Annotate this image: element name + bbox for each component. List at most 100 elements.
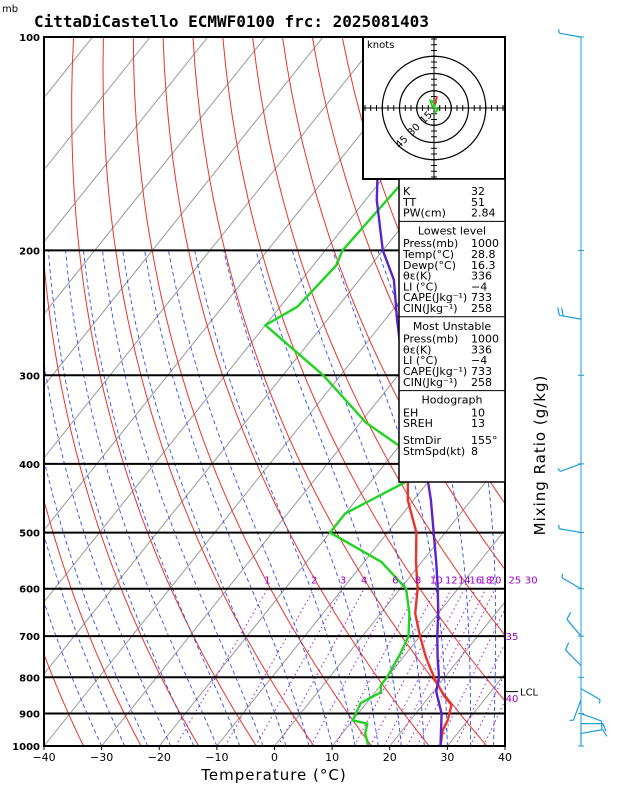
mixing-ratio-label: 6 <box>392 576 398 587</box>
stability-index-value: 2.84 <box>471 207 496 220</box>
lowest-level-title: Lowest level <box>418 224 486 237</box>
x-tick-label: 40 <box>498 751 512 764</box>
isotherm-line <box>331 529 505 746</box>
isotherm-line <box>44 37 151 171</box>
mixing-ratio-line <box>469 672 505 746</box>
mixing-ratio-line <box>483 699 505 746</box>
mixing-ratio-axis-label: Mixing Ratio (g/kg) <box>531 375 549 536</box>
dry-adiabat-line <box>44 652 84 746</box>
hodograph-ring <box>381 55 487 161</box>
isotherm-line <box>389 601 505 746</box>
hodograph-index-value: 10 <box>471 406 485 419</box>
index-table-frame <box>398 178 506 483</box>
mixing-ratio-label: 8 <box>415 576 421 587</box>
dry-adiabat-line <box>71 37 257 746</box>
dry-adiabat-line <box>252 37 505 637</box>
wind-barb <box>580 729 603 735</box>
wind-barb <box>559 314 582 320</box>
wind-barb <box>580 688 601 701</box>
y-tick-label: 100 <box>19 33 40 44</box>
lowest-level-key: Press(mb) <box>403 237 458 250</box>
mixing-ratio-label: 20 <box>489 576 502 587</box>
isotherm-line <box>101 240 505 746</box>
hodograph-unit-label: knots <box>367 40 394 51</box>
moist-adiabat-line <box>255 250 402 746</box>
y-tick-label: 1000 <box>12 742 40 753</box>
hodograph-index-value: 13 <box>471 417 485 430</box>
moist-adiabat-line <box>291 250 425 746</box>
most-unstable-value: 258 <box>471 376 492 389</box>
mixing-ratio-label: 25 <box>508 576 521 587</box>
hodograph-index-key: EH <box>403 406 418 419</box>
dewpoint-curve <box>264 37 498 746</box>
mixing-ratio-label: 18 <box>480 576 493 587</box>
dry-adiabat-line <box>282 37 505 571</box>
most-unstable-key: CIN(Jkg⁻¹) <box>403 376 458 389</box>
background-grid <box>44 37 618 746</box>
most-unstable-key: Press(mb) <box>403 333 458 346</box>
most-unstable-title: Most Unstable <box>413 320 492 333</box>
mixing-ratio-label: 14 <box>458 576 471 587</box>
x-tick-label: −40 <box>32 751 55 764</box>
x-tick-label: 0 <box>271 751 278 764</box>
stability-index-value: 51 <box>471 196 485 209</box>
hodograph-index-key: StmDir <box>403 434 442 447</box>
lowest-level-key: CAPE(Jkg⁻¹) <box>403 291 467 304</box>
x-tick-label: −30 <box>90 751 113 764</box>
x-axis-label: Temperature (°C) <box>200 766 346 784</box>
hodograph-index-title: Hodograph <box>422 394 483 407</box>
stability-index-value: 32 <box>471 185 485 198</box>
wind-barb-feather <box>557 524 560 529</box>
wind-barb <box>580 712 602 722</box>
wind-barb-feather <box>561 308 564 317</box>
y-tick-label: 900 <box>19 710 40 721</box>
mixing-ratio-line <box>310 588 396 746</box>
moist-adiabat-line <box>122 250 287 746</box>
wind-barb-feather <box>557 307 560 316</box>
dry-adiabat-line <box>102 37 315 746</box>
parcel-curve <box>375 79 443 746</box>
wind-barb-feather <box>566 612 572 620</box>
dry-adiabat-line <box>611 37 618 746</box>
dry-adiabat-line <box>44 498 142 746</box>
isotherm-line <box>44 168 505 746</box>
lowest-level-key: Temp(°C) <box>402 248 454 261</box>
dry-adiabat-line <box>44 37 200 746</box>
axes: −40 −30 −20 −10 0 10 20 30 40 100 200 300 400 500 600 7… <box>12 33 518 764</box>
wind-barb <box>572 699 582 721</box>
most-unstable-key: LI (°C) <box>403 354 438 367</box>
lowest-level-value: −4 <box>471 280 487 293</box>
mixing-ratio-label: 35 <box>506 632 519 643</box>
x-tick-label: −20 <box>148 751 171 764</box>
mixing-ratio-label: 2 <box>311 576 317 587</box>
mixing-ratio-label: 12 <box>445 576 458 587</box>
moist-adiabat-line <box>223 250 379 746</box>
wind-barb <box>559 528 582 534</box>
hodograph-ring <box>416 90 452 126</box>
x-tick-label: 10 <box>325 751 339 764</box>
lowest-level-value: 28.8 <box>471 248 496 261</box>
mixing-ratio-label: 10 <box>430 576 443 587</box>
lcl-label: LCL <box>520 688 539 699</box>
isotherm-line <box>44 37 266 315</box>
mixing-ratio-line <box>437 607 505 746</box>
isotherm-line <box>504 745 505 746</box>
mixing-ratio-line <box>334 588 419 746</box>
lowest-level-value: 336 <box>471 270 492 283</box>
dry-adiabat-line <box>162 37 430 746</box>
dry-adiabat-line <box>551 37 618 746</box>
mixing-ratio-line <box>255 588 344 746</box>
stability-index-key: K <box>403 185 411 198</box>
chart-title: CittaDiCastello ECMWF0100 frc: 202508140… <box>34 12 429 31</box>
wind-barb-feather <box>564 642 570 651</box>
mixing-ratio-line <box>277 588 365 746</box>
wind-barb-feather <box>557 467 561 472</box>
hodograph-index-key: SREH <box>403 417 433 430</box>
y-tick-label: 400 <box>19 460 40 471</box>
x-tick-label: −10 <box>205 751 228 764</box>
moist-adiabat-line <box>47 250 195 746</box>
y-tick-label: 200 <box>19 246 40 257</box>
hodograph-ring <box>398 72 470 144</box>
hodograph-storm-motion <box>434 95 438 105</box>
